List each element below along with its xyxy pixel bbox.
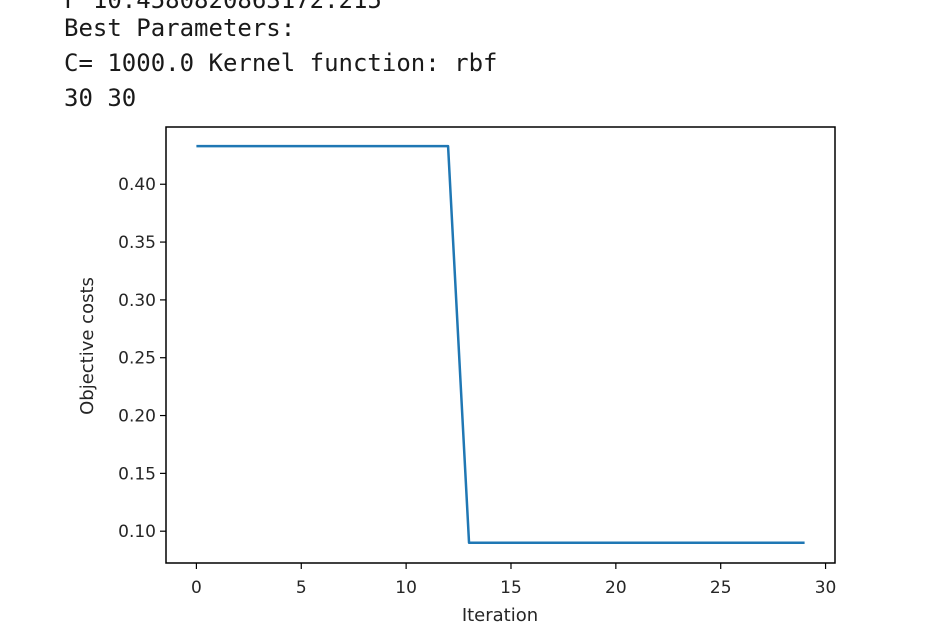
y-tick-label: 0.20 — [118, 407, 156, 427]
x-tick-label: 15 — [500, 578, 522, 598]
x-tick-label: 5 — [296, 578, 307, 598]
y-tick-label: 0.25 — [118, 349, 156, 369]
x-tick-label: 25 — [710, 578, 732, 598]
x-tick-label: 0 — [191, 578, 202, 598]
plot-frame — [166, 127, 835, 563]
y-tick-label: 0.40 — [118, 175, 156, 195]
y-tick-label: 0.10 — [118, 522, 156, 542]
x-axis-label: Iteration — [462, 605, 538, 626]
y-tick-label: 0.30 — [118, 291, 156, 311]
x-tick-label: 20 — [605, 578, 627, 598]
x-tick-label: 30 — [815, 578, 837, 598]
y-axis-label: Objective costs — [77, 277, 98, 415]
x-tick-label: 10 — [395, 578, 417, 598]
y-tick-label: 0.15 — [118, 464, 156, 484]
y-tick-label: 0.35 — [118, 233, 156, 253]
